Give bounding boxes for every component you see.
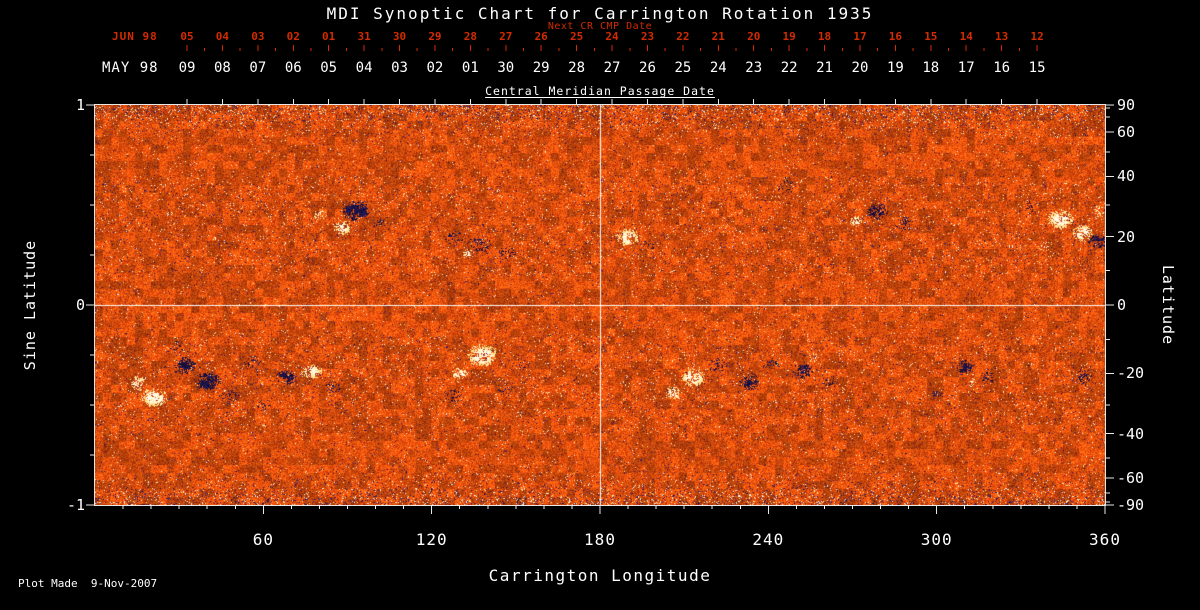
next-cr-date-tick-label: 05 bbox=[180, 30, 194, 43]
cmp-date-tick-label: 16 bbox=[993, 60, 1011, 76]
cmp-date-tick-label: 07 bbox=[249, 60, 267, 76]
cmp-date-tick-label: 29 bbox=[532, 60, 550, 76]
cmp-date-tick-label: 08 bbox=[213, 60, 231, 76]
next-cr-date-tick-label: 29 bbox=[428, 30, 442, 43]
cmp-date-tick-label: 19 bbox=[886, 60, 904, 76]
latitude-tick-label: -60 bbox=[1117, 469, 1145, 488]
latitude-tick-label: 0 bbox=[1117, 296, 1127, 314]
cmp-date-tick-label: 06 bbox=[284, 60, 302, 76]
cmp-date-tick-label: 21 bbox=[816, 60, 833, 76]
plot-made-note: Plot Made 9-Nov-2007 bbox=[18, 577, 158, 590]
next-cr-date-tick-label: 27 bbox=[499, 30, 513, 43]
latitude-tick-label: -40 bbox=[1117, 424, 1145, 443]
longitude-tick-label: 360 bbox=[1089, 530, 1121, 549]
next-cr-date-tick-label: 21 bbox=[711, 30, 725, 43]
next-cr-date-tick-label: 18 bbox=[817, 30, 832, 43]
next-cr-date-tick-label: 31 bbox=[357, 30, 371, 43]
next-cr-date-tick-label: 20 bbox=[747, 30, 761, 43]
cmp-date-tick-label: 30 bbox=[497, 60, 515, 76]
red-month-label: JUN 98 bbox=[112, 30, 158, 43]
next-cr-date-tick-label: 24 bbox=[605, 30, 619, 43]
next-cr-date-tick-label: 02 bbox=[286, 30, 300, 43]
next-cr-date-tick-label: 30 bbox=[392, 30, 407, 43]
cmp-date-tick-label: 04 bbox=[355, 60, 373, 76]
next-cr-date-tick-label: 15 bbox=[924, 30, 938, 43]
cmp-axis-title: Central Meridian Passage Date bbox=[485, 84, 715, 98]
cmp-month-label: MAY 98 bbox=[102, 60, 159, 76]
longitude-tick-label: 60 bbox=[252, 530, 274, 549]
latitude-tick-label: 20 bbox=[1117, 227, 1136, 246]
next-cr-date-tick-label: 26 bbox=[534, 30, 548, 43]
next-cr-date-tick-label: 17 bbox=[853, 30, 867, 43]
next-cr-date-tick-label: 14 bbox=[959, 30, 973, 43]
latitude-tick-label: 40 bbox=[1117, 167, 1136, 186]
magnetogram-heatmap-canvas bbox=[95, 105, 1105, 505]
next-cr-date-tick-label: 23 bbox=[640, 30, 655, 43]
next-cr-date-tick-label: 13 bbox=[995, 30, 1009, 43]
next-cr-date-tick-label: 12 bbox=[1030, 30, 1044, 43]
cmp-date-tick-label: 05 bbox=[320, 60, 338, 76]
sine-latitude-tick-label: 1 bbox=[75, 96, 85, 114]
sine-latitude-tick-label: -1 bbox=[66, 496, 85, 514]
cmp-date-tick-label: 03 bbox=[391, 60, 408, 76]
sine-latitude-tick-label: 0 bbox=[75, 296, 85, 314]
cmp-date-tick-label: 20 bbox=[851, 60, 869, 76]
cmp-date-tick-label: 24 bbox=[709, 60, 727, 76]
cmp-date-tick-label: 18 bbox=[922, 60, 940, 76]
next-cr-date-tick-label: 25 bbox=[569, 30, 584, 43]
cmp-date-tick-label: 17 bbox=[957, 60, 975, 76]
cmp-date-tick-label: 27 bbox=[603, 60, 621, 76]
longitude-tick-label: 300 bbox=[920, 530, 953, 549]
longitude-tick-label: 120 bbox=[415, 530, 448, 549]
latitude-tick-label: 90 bbox=[1117, 96, 1136, 114]
latitude-tick-label: -20 bbox=[1117, 364, 1145, 383]
next-cr-cmp-date-axis-title: Next CR CMP Date bbox=[547, 21, 653, 32]
next-cr-date-tick-label: 16 bbox=[888, 30, 903, 43]
latitude-tick-label: 60 bbox=[1117, 122, 1136, 141]
cmp-date-tick-label: 01 bbox=[461, 60, 479, 76]
cmp-date-tick-label: 26 bbox=[639, 60, 656, 76]
next-cr-date-tick-label: 04 bbox=[215, 30, 230, 43]
cmp-date-tick-label: 25 bbox=[674, 60, 692, 76]
cmp-date-tick-label: 23 bbox=[745, 60, 763, 76]
latitude-tick-label: -90 bbox=[1117, 496, 1145, 514]
cmp-date-tick-label: 09 bbox=[178, 60, 196, 76]
page-title: MDI Synoptic Chart for Carrington Rotati… bbox=[326, 4, 874, 23]
longitude-tick-label: 240 bbox=[752, 530, 785, 549]
cmp-date-tick-label: 15 bbox=[1028, 60, 1046, 76]
cmp-date-tick-label: 22 bbox=[780, 60, 798, 76]
next-cr-date-tick-label: 22 bbox=[676, 30, 690, 43]
cmp-date-tick-label: 02 bbox=[426, 60, 444, 76]
next-cr-date-tick-label: 03 bbox=[251, 30, 265, 43]
left-axis-title: Sine Latitude bbox=[21, 239, 39, 371]
next-cr-date-tick-label: 01 bbox=[322, 30, 336, 43]
bottom-axis-title: Carrington Longitude bbox=[488, 566, 712, 585]
cmp-date-tick-label: 28 bbox=[568, 60, 586, 76]
plot-area bbox=[95, 105, 1105, 505]
right-axis-title: Latitude bbox=[1159, 264, 1177, 346]
longitude-tick-label: 180 bbox=[584, 530, 616, 549]
next-cr-date-tick-label: 28 bbox=[463, 30, 477, 43]
next-cr-date-tick-label: 19 bbox=[782, 30, 796, 43]
